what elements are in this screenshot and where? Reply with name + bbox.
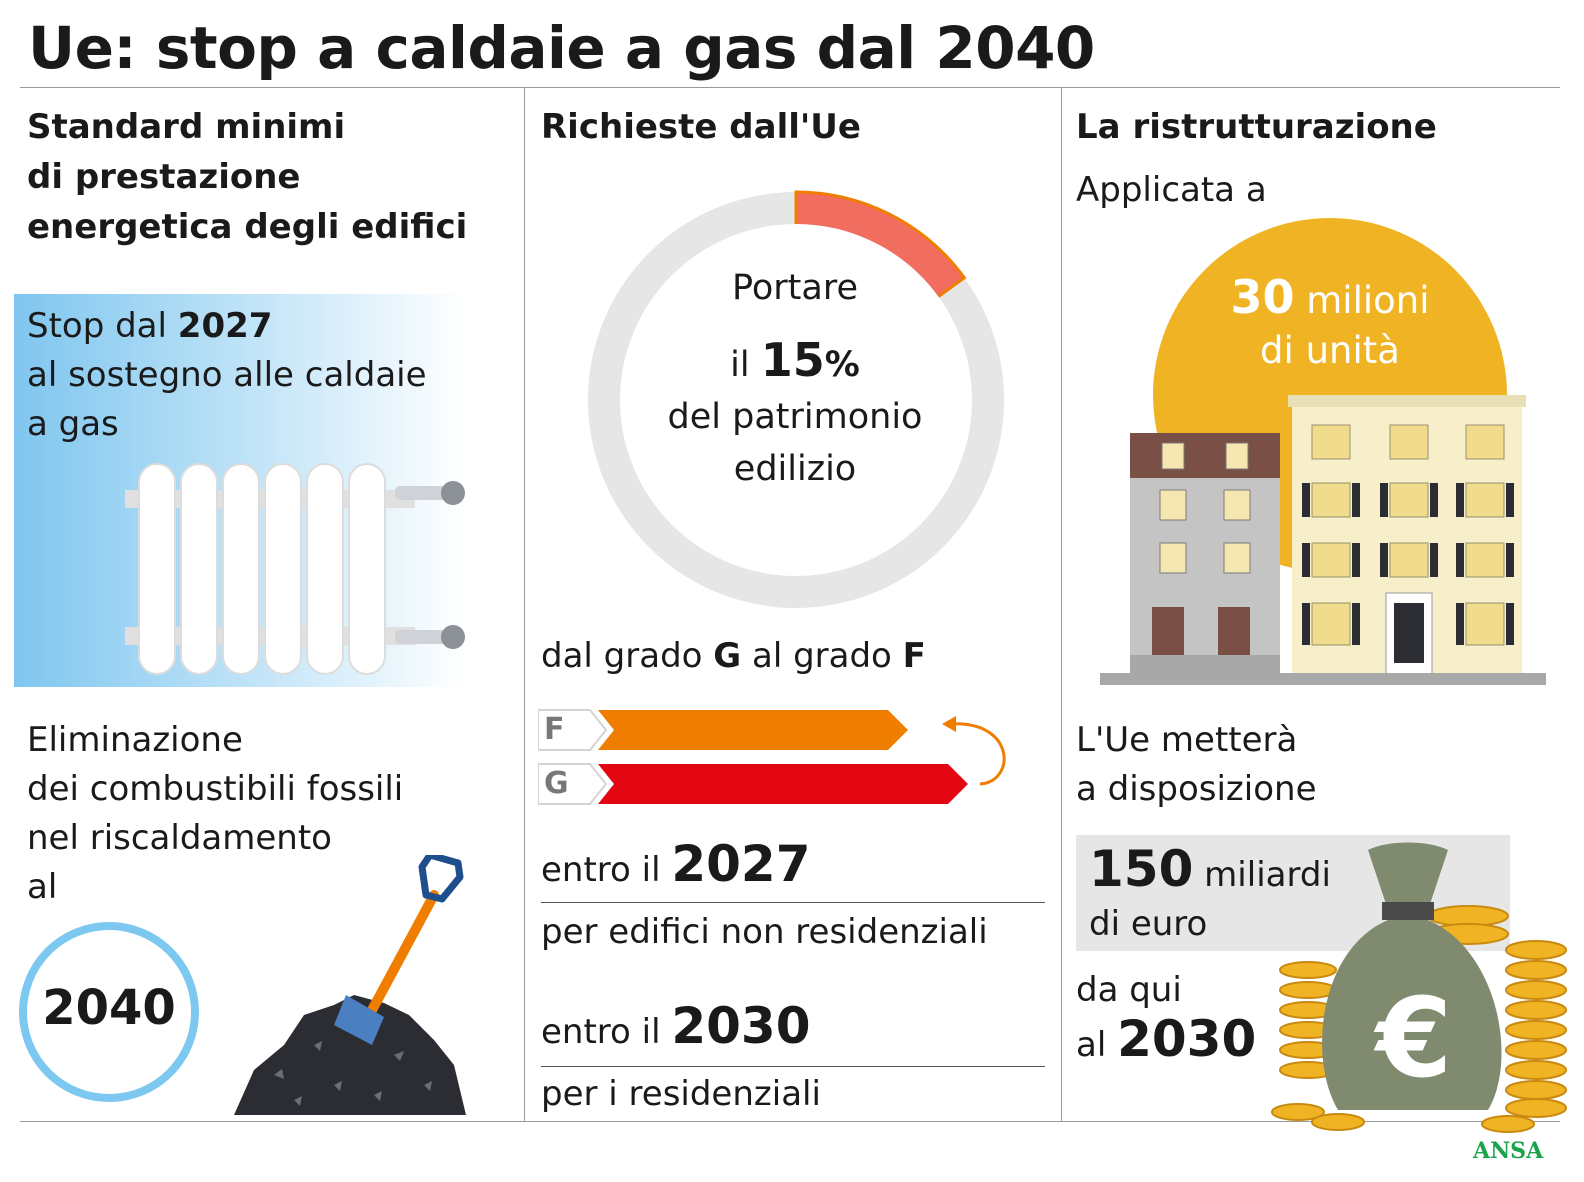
grade-f-label: F [544, 712, 565, 747]
title-divider [20, 87, 1560, 88]
shovel-coal-icon [234, 855, 466, 1115]
deadline-2030-divider [541, 1066, 1045, 1067]
grade-g-label: G [544, 766, 569, 801]
grade-text: dal grado G al grado F [541, 636, 926, 676]
year-circle-value: 2040 [42, 980, 176, 1036]
energy-grade-bars [538, 709, 1006, 805]
column-divider-2 [1061, 88, 1062, 1121]
deadline-2030-desc: per i residenziali [541, 1074, 821, 1114]
share-donut-chart [588, 190, 1004, 608]
money-bag-icon: € [1271, 842, 1567, 1133]
applied-text: Applicata a [1076, 170, 1267, 210]
grade-g-bar [598, 764, 968, 804]
donut-percent: 15 [760, 333, 825, 387]
donut-label: Portare il 15% del patrimonio edilizio [667, 268, 923, 489]
page-title: Ue: stop a caldaie a gas dal 2040 [28, 14, 1095, 82]
bottom-divider [20, 1121, 1560, 1122]
deadline-2027-divider [541, 902, 1045, 903]
svg-text:€: € [1373, 974, 1453, 1102]
col3-heading: La ristrutturazione [1076, 107, 1437, 147]
units-label: 30 milioni di unità [1230, 270, 1430, 372]
radiator-icon [125, 463, 465, 675]
deadline-2027-desc: per edifici non residenziali [541, 912, 988, 952]
grade-f-bar [598, 710, 908, 750]
ansa-logo: ANSA [1473, 1138, 1544, 1164]
donut-share-edge [794, 190, 967, 298]
stop-text: Stop dal 2027 al sostegno alle caldaie a… [27, 306, 427, 444]
elimination-text: Eliminazione dei combustibili fossili ne… [27, 720, 404, 907]
column-divider-1 [524, 88, 525, 1121]
stop-year: 2027 [177, 306, 273, 346]
until-text: da qui al 2030 [1076, 970, 1257, 1068]
deadline-2027: entro il 2027 [541, 835, 811, 893]
amount-text: 150 miliardi di euro [1089, 840, 1331, 944]
donut-share-arc [795, 192, 965, 297]
col2-heading: Richieste dall'Ue [541, 107, 861, 147]
deadline-2030: entro il 2030 [541, 997, 811, 1055]
col1-heading: Standard minimi di prestazione energetic… [27, 107, 468, 247]
funds-text: L'Ue metterà a disposizione [1076, 720, 1317, 809]
buildings-illustration [1100, 218, 1546, 685]
year-circle [19, 922, 199, 1102]
